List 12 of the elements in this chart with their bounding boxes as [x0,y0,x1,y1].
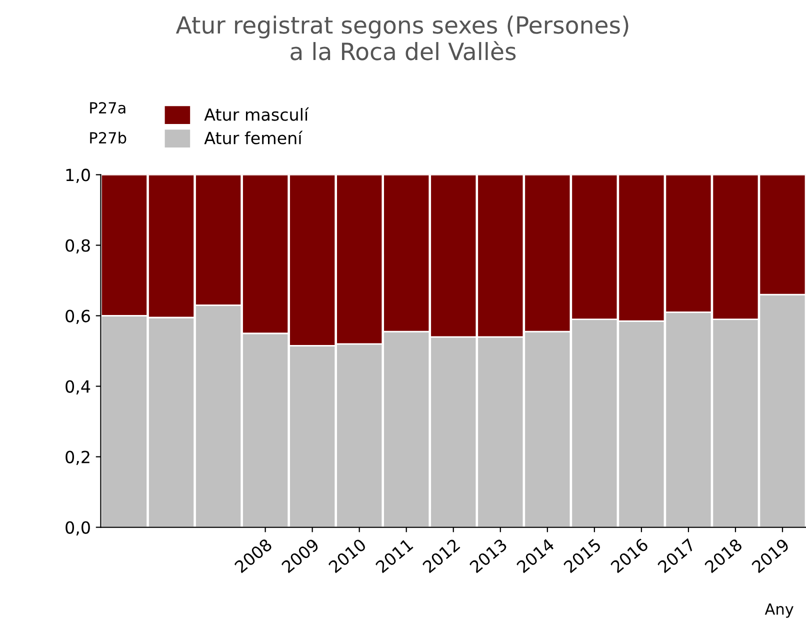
legend-label: Atur femení [204,130,303,144]
x-axis-title: Any [764,603,794,618]
y-tick-label: 0,4 [66,380,90,395]
chart-title: Atur registrat segons sexes (Persones) a la Roca del Vallès [176,16,628,60]
y-tick-label: 1,0 [66,168,90,183]
text: P27b [90,132,126,144]
y-tick-label: 0,2 [66,450,90,466]
text: P27a [90,102,126,114]
y-tick-label: 0,8 [66,239,90,254]
y-tick-label: 0,0 [66,521,90,536]
y-tick-label: 0,6 [66,310,90,324]
legend-label: Atur masculí [204,107,310,121]
